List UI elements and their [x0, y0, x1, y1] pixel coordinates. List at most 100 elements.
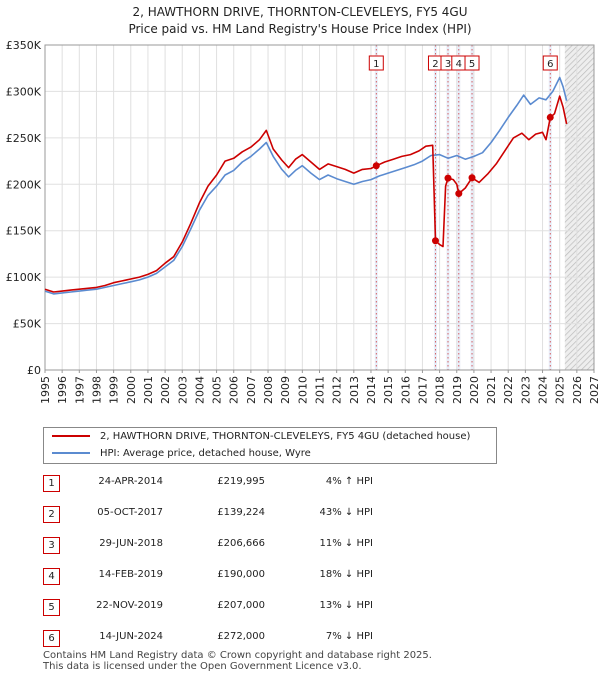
- x-tick-label: 2010: [296, 376, 309, 404]
- sale-point: [431, 237, 439, 245]
- transaction-date: 05-OCT-2017: [97, 507, 163, 518]
- sale-label-text: 4: [456, 59, 462, 70]
- legend-item-property: 2, HAWTHORN DRIVE, THORNTON-CLEVELEYS, F…: [52, 428, 470, 445]
- x-tick-label: 2023: [519, 376, 532, 404]
- transaction-price: £206,666: [217, 538, 265, 549]
- y-tick-label: £250K: [6, 132, 42, 145]
- y-tick-label: £200K: [6, 178, 42, 191]
- transaction-hpi-change: 7% ↓ HPI: [325, 631, 373, 642]
- x-tick-label: 2009: [279, 376, 292, 404]
- transaction-hpi-change: 4% ↑ HPI: [325, 476, 373, 487]
- sale-label-text: 2: [432, 59, 438, 70]
- transactions-table: 1 24-APR-2014 £219,995 4% ↑ HPI 2 05-OCT-2017…: [43, 470, 503, 656]
- transaction-price: £272,000: [217, 631, 265, 642]
- legend-swatch-property: [52, 435, 90, 437]
- legend: 2, HAWTHORN DRIVE, THORNTON-CLEVELEYS, F…: [43, 427, 497, 464]
- sale-point: [444, 174, 452, 182]
- x-tick-label: 2012: [331, 376, 344, 404]
- y-tick-label: £50K: [13, 318, 42, 331]
- footer: Contains HM Land Registry data © Crown c…: [43, 650, 432, 672]
- table-row: 5 22-NOV-2019 £207,000 13% ↓ HPI: [43, 594, 503, 625]
- x-tick-label: 2003: [176, 376, 189, 404]
- sale-label-text: 3: [445, 59, 451, 70]
- x-tick-label: 2001: [142, 376, 155, 404]
- y-tick-label: £150K: [6, 225, 42, 238]
- transaction-price: £190,000: [217, 569, 265, 580]
- table-row: 2 05-OCT-2017 £139,224 43% ↓ HPI: [43, 501, 503, 532]
- x-tick-label: 2000: [125, 376, 138, 404]
- transaction-date: 14-JUN-2024: [99, 631, 163, 642]
- x-tick-label: 1996: [56, 376, 69, 404]
- title-line-1: 2, HAWTHORN DRIVE, THORNTON-CLEVELEYS, F…: [132, 5, 468, 19]
- sale-shade: [374, 45, 378, 370]
- sale-label-text: 6: [547, 59, 553, 70]
- transaction-price: £139,224: [217, 507, 265, 518]
- transaction-number-badge: 6: [43, 630, 60, 647]
- transaction-hpi-change: 43% ↓ HPI: [319, 507, 373, 518]
- y-tick-label: £100K: [6, 271, 42, 284]
- sale-shade: [470, 45, 474, 370]
- x-tick-label: 2014: [365, 376, 378, 404]
- legend-item-hpi: HPI: Average price, detached house, Wyre: [52, 445, 311, 462]
- footer-line-2: This data is licensed under the Open Gov…: [43, 661, 362, 672]
- table-row: 6 14-JUN-2024 £272,000 7% ↓ HPI: [43, 625, 503, 656]
- transaction-price: £219,995: [217, 476, 265, 487]
- x-tick-label: 2013: [348, 376, 361, 404]
- price-chart: £0 £50K £100K £150K £200K £250K £300K £350K 1995…: [6, 40, 600, 404]
- legend-label-property: 2, HAWTHORN DRIVE, THORNTON-CLEVELEYS, F…: [100, 431, 471, 442]
- legend-label-hpi: HPI: Average price, detached house, Wyre: [100, 448, 311, 459]
- transaction-date: 29-JUN-2018: [99, 538, 163, 549]
- x-tick-label: 2004: [193, 376, 206, 404]
- sale-label-box: [542, 55, 558, 71]
- footer-line-1: Contains HM Land Registry data © Crown c…: [43, 650, 432, 661]
- x-tick-label: 1997: [73, 376, 86, 404]
- sale-label-box: [464, 55, 480, 71]
- transaction-number-badge: 3: [43, 537, 60, 554]
- x-tick-label: 2002: [159, 376, 172, 404]
- sale-shade: [446, 45, 450, 370]
- transaction-date: 22-NOV-2019: [96, 600, 163, 611]
- x-tick-label: 2016: [399, 376, 412, 404]
- x-tick-label: 2015: [382, 376, 395, 404]
- sale-point: [372, 162, 380, 170]
- sale-shade: [433, 45, 437, 370]
- x-tick-label: 1999: [108, 376, 121, 404]
- x-tick-label: 2011: [314, 376, 327, 404]
- sale-label-text: 5: [469, 59, 475, 70]
- sale-shade: [548, 45, 552, 370]
- table-row: 3 29-JUN-2018 £206,666 11% ↓ HPI: [43, 532, 503, 563]
- x-tick-label: 2006: [228, 376, 241, 404]
- x-tick-label: 2007: [245, 376, 258, 404]
- transaction-hpi-change: 11% ↓ HPI: [319, 538, 373, 549]
- x-tick-label: 2020: [468, 376, 481, 404]
- x-tick-label: 2025: [554, 376, 567, 404]
- x-tick-label: 1998: [90, 376, 103, 404]
- x-tick-label: 2027: [588, 376, 600, 404]
- x-tick-label: 2008: [262, 376, 275, 404]
- y-tick-label: £0: [27, 364, 41, 377]
- transaction-number-badge: 2: [43, 506, 60, 523]
- transaction-number-badge: 1: [43, 475, 60, 492]
- x-tick-label: 2019: [451, 376, 464, 404]
- x-tick-label: 2017: [416, 376, 429, 404]
- sale-point: [546, 113, 554, 121]
- x-tick-label: 2024: [537, 376, 550, 404]
- x-tick-label: 2021: [485, 376, 498, 404]
- sale-shade: [457, 45, 461, 370]
- property-series-line: [44, 95, 568, 293]
- chart-title: 2, HAWTHORN DRIVE, THORNTON-CLEVELEYS, F…: [0, 4, 600, 38]
- x-tick-label: 2026: [571, 376, 584, 404]
- title-line-2: Price paid vs. HM Land Registry's House …: [128, 22, 472, 36]
- transaction-number-badge: 5: [43, 599, 60, 616]
- sale-label-box: [368, 55, 384, 71]
- x-tick-label: 2022: [502, 376, 515, 404]
- sale-label-text: 1: [373, 59, 379, 70]
- hpi-series-line: [44, 76, 568, 295]
- y-tick-label: £350K: [6, 40, 42, 52]
- x-tick-label: 2005: [211, 376, 224, 404]
- x-tick-label: 2018: [434, 376, 447, 404]
- table-row: 4 14-FEB-2019 £190,000 18% ↓ HPI: [43, 563, 503, 594]
- sale-point: [468, 174, 476, 182]
- table-row: 1 24-APR-2014 £219,995 4% ↑ HPI: [43, 470, 503, 501]
- transaction-hpi-change: 18% ↓ HPI: [319, 569, 373, 580]
